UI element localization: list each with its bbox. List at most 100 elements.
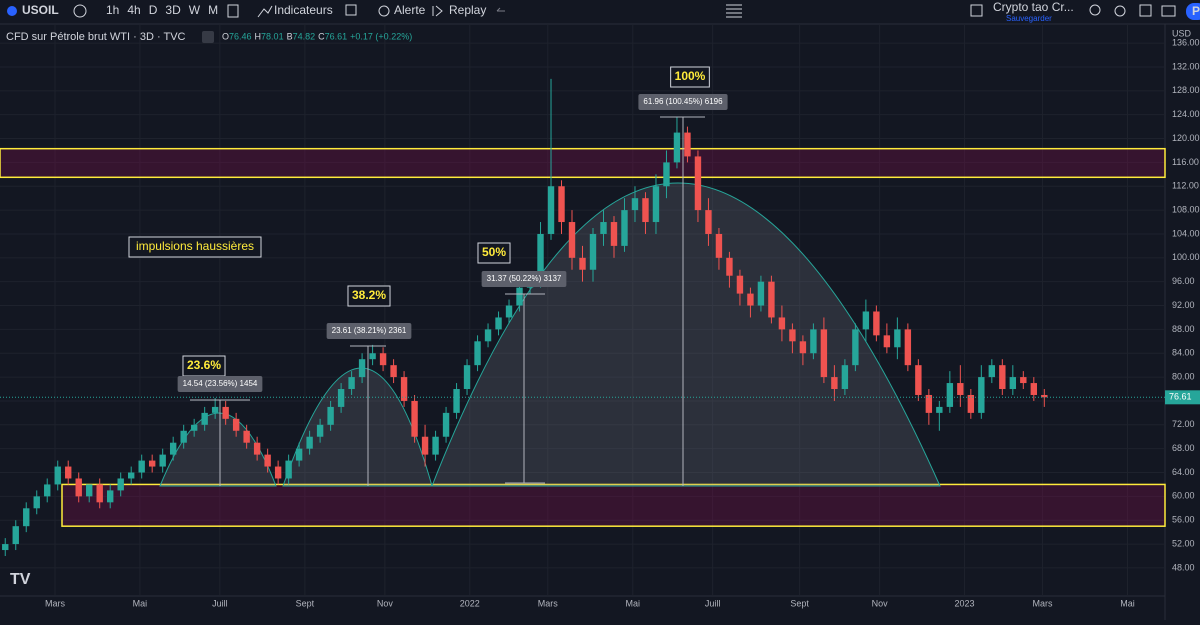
- candle-body: [558, 186, 565, 223]
- replay-icon: [432, 5, 443, 17]
- fullscreen[interactable]: [1139, 4, 1152, 17]
- x-tick-label: Nov: [377, 598, 394, 608]
- x-tick-label: Sept: [296, 598, 315, 608]
- y-tick-label: 124.00: [1172, 109, 1200, 119]
- candle-body: [495, 317, 502, 330]
- interval[interactable]: 4h: [127, 3, 140, 17]
- candle-body: [663, 162, 670, 187]
- candle-body: [348, 377, 355, 390]
- candle-body: [757, 281, 765, 306]
- chart-type-icon[interactable]: [227, 4, 239, 18]
- interval[interactable]: M: [208, 3, 218, 17]
- candle-body: [264, 454, 271, 467]
- fib-detail: 61.96 (100.45%) 6196: [643, 97, 723, 106]
- candle-body: [652, 186, 660, 223]
- y-tick-label: 80.00: [1172, 371, 1195, 381]
- candle-body: [883, 335, 891, 348]
- fib-detail: 31.37 (50.22%) 3137: [487, 274, 562, 283]
- candle-body: [369, 353, 376, 360]
- fib-label-box: [670, 66, 710, 88]
- add-symbol[interactable]: [73, 4, 87, 18]
- candle-body: [516, 287, 523, 306]
- candle-body: [957, 383, 964, 395]
- interval[interactable]: W: [189, 3, 201, 17]
- candle-body: [190, 424, 198, 431]
- candle-body: [778, 317, 786, 330]
- menu-icon[interactable]: [726, 4, 742, 18]
- y-tick-label: 92.00: [1172, 300, 1195, 310]
- candle-body: [222, 406, 229, 419]
- alert[interactable]: Alerte: [394, 3, 426, 17]
- y-tick-label: 112.00: [1172, 181, 1199, 191]
- arc: [431, 182, 941, 487]
- interval[interactable]: 3D: [165, 3, 181, 17]
- settings[interactable]: [1114, 5, 1126, 17]
- candle-body: [127, 472, 135, 479]
- fib-lines: [190, 116, 705, 486]
- candle-body: [400, 377, 408, 401]
- candle-body: [894, 329, 901, 348]
- candle-body: [337, 389, 345, 407]
- candle-body: [694, 156, 702, 211]
- legend-toggle[interactable]: [202, 31, 214, 43]
- search[interactable]: [1089, 4, 1101, 16]
- symbol[interactable]: USOIL: [22, 3, 59, 17]
- publish-button[interactable]: [1186, 3, 1200, 20]
- candle-body: [988, 365, 996, 378]
- x-tick-label: Mai: [1120, 598, 1135, 608]
- candle-body: [484, 329, 492, 342]
- y-tick-label: 96.00: [1172, 276, 1195, 286]
- interval[interactable]: D: [149, 3, 158, 17]
- candle-body: [453, 389, 460, 413]
- indicators[interactable]: Indicateurs: [274, 3, 333, 17]
- y-tick-label: 64.00: [1172, 467, 1195, 477]
- candle-body: [789, 329, 796, 342]
- y-tick-label: 68.00: [1172, 443, 1195, 453]
- candle-body: [285, 460, 292, 479]
- interval[interactable]: 1h: [106, 3, 119, 17]
- fib-label-box: [347, 285, 391, 307]
- candle-body: [327, 406, 334, 425]
- candle-body: [967, 394, 975, 413]
- snapshot[interactable]: [1161, 5, 1176, 17]
- candle-body: [148, 460, 156, 467]
- y-tick-label: 116.00: [1172, 157, 1199, 167]
- candle-body: [768, 281, 775, 318]
- candle-body: [138, 460, 145, 473]
- layout-name[interactable]: Crypto tao Cr...: [993, 0, 1074, 14]
- candle-body: [978, 377, 985, 413]
- candle-body: [705, 210, 712, 234]
- replay[interactable]: Replay: [449, 3, 486, 17]
- y-tick-label: 132.00: [1172, 61, 1200, 71]
- save-label[interactable]: Sauvegarder: [1006, 14, 1052, 23]
- candle-body: [96, 484, 103, 503]
- legend-value: 76.61: [325, 31, 348, 41]
- candle-body: [33, 496, 40, 509]
- candle-body: [946, 383, 954, 407]
- undo[interactable]: [496, 7, 505, 12]
- candle-body: [86, 484, 93, 497]
- candle-body: [642, 198, 649, 223]
- candle-body: [211, 406, 219, 413]
- candle-body: [463, 365, 471, 390]
- indicators-icon: [257, 5, 273, 18]
- candle-body: [159, 454, 166, 467]
- y-tick-label: 56.00: [1172, 515, 1195, 525]
- symbol-icon: [7, 6, 17, 16]
- candle-body: [999, 365, 1006, 390]
- legend-key: C: [318, 31, 325, 41]
- fib-label: 50%: [482, 245, 506, 259]
- templates-icon[interactable]: [345, 4, 357, 16]
- legend-value: 76.46: [229, 31, 252, 41]
- x-tick-label: Juill: [705, 598, 721, 608]
- layout-icon[interactable]: [970, 4, 983, 17]
- fib-detail-box: [177, 376, 263, 392]
- last-price: 76.61: [1169, 392, 1192, 402]
- x-tick-label: Mai: [133, 598, 148, 608]
- legend-key: H: [255, 31, 262, 41]
- publish[interactable]: P: [1192, 4, 1200, 18]
- candle-body: [841, 365, 849, 390]
- candle-body: [537, 233, 544, 282]
- legend-key: O: [222, 31, 229, 41]
